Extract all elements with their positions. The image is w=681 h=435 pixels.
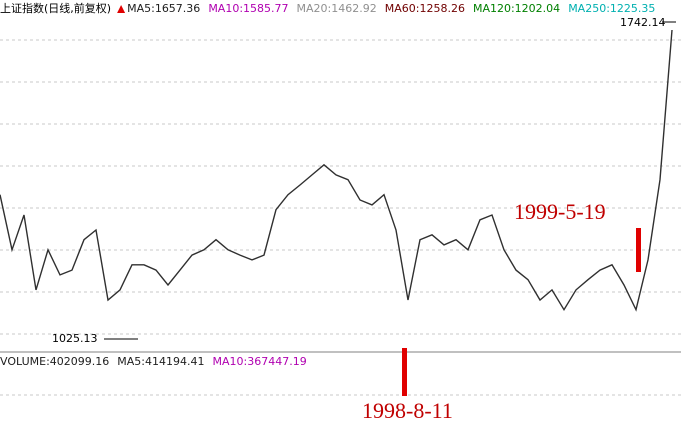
high-label: 1742.14 <box>620 16 666 29</box>
legend-item: MA20:1462.92 <box>297 2 377 15</box>
legend-item: MA60:1258.26 <box>385 2 465 15</box>
legend-item: VOLUME:402099.16 <box>0 355 109 368</box>
volume-legend: VOLUME:402099.16 MA5:414194.41 MA10:367447… <box>0 355 307 368</box>
marker-bar <box>402 348 407 396</box>
legend-item: MA120:1202.04 <box>473 2 560 15</box>
legend-item: MA10:367447.19 <box>212 355 306 368</box>
price-line <box>0 29 673 312</box>
annotation: 1998-8-11 <box>362 398 453 423</box>
legend-arrow <box>117 5 126 13</box>
legend-item: MA5:1657.36 <box>127 2 200 15</box>
chart-title: 上证指数(日线,前复权) <box>0 1 111 15</box>
legend-item: MA10:1585.77 <box>208 2 288 15</box>
low-label: 1025.13 <box>52 332 98 345</box>
legend-item: MA5:414194.41 <box>117 355 204 368</box>
legend: MA5:1657.36 MA10:1585.77 MA20:1462.92 MA60:… <box>117 2 655 15</box>
marker-bar <box>636 228 641 272</box>
annotation: 1999-5-19 <box>514 199 606 224</box>
legend-item: MA250:1225.35 <box>568 2 655 15</box>
